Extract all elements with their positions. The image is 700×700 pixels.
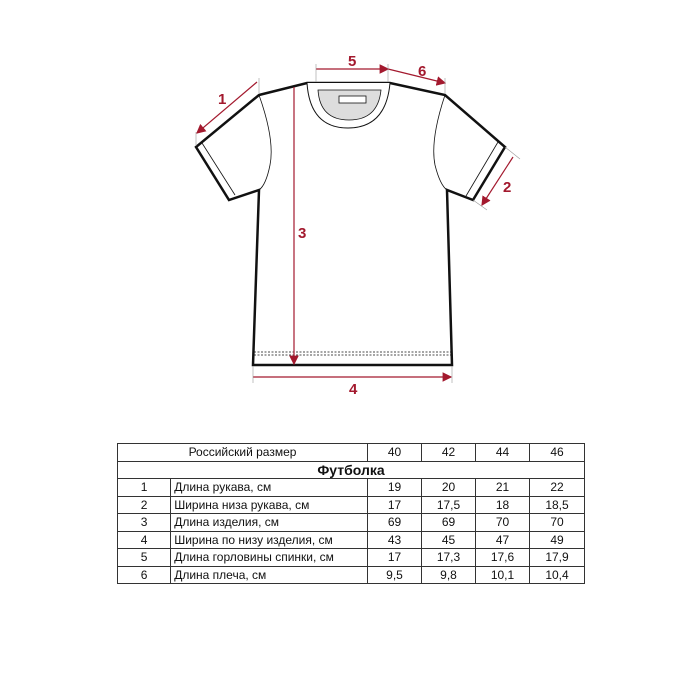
row-value: 20: [421, 478, 476, 497]
row-value: 17,3: [421, 548, 476, 567]
measure-line-1: [196, 81, 258, 134]
row-value: 43: [367, 530, 422, 549]
row-number: 4: [116, 530, 172, 549]
row-value: 45: [421, 530, 476, 549]
row-value: 18: [475, 495, 530, 514]
measure-line-2: [481, 156, 514, 207]
row-value: 17,9: [529, 548, 585, 567]
row-value: 9,8: [421, 565, 476, 584]
measure-lines: [195, 64, 521, 383]
row-name: Ширина низа рукава, см: [170, 495, 368, 514]
tshirt-outline: [194, 81, 507, 367]
row-value: 17,5: [421, 495, 476, 514]
row-name: Длина плеча, см: [170, 565, 368, 584]
measure-label-4: 4: [349, 381, 358, 398]
neck-label: [338, 95, 367, 104]
table-row: 6 Длина плеча, см 9,5 9,8 10,1 10,4: [116, 565, 585, 584]
measure-label-6: 6: [418, 63, 426, 80]
row-value: 19: [367, 478, 422, 497]
row-value: 49: [529, 530, 585, 549]
row-value: 47: [475, 530, 530, 549]
table-row: 5 Длина горловины спинки, см 17 17,3 17,6 17,…: [116, 548, 585, 567]
row-value: 10,4: [529, 565, 585, 584]
row-value: 70: [475, 513, 530, 532]
row-name: Длина горловины спинки, см: [170, 548, 368, 567]
size-table: Российский размер 40 42 44 46 Футболка 1…: [116, 443, 585, 584]
table-row: 3 Длина изделия, см 69 69 70 70: [116, 513, 585, 532]
row-number: 5: [116, 548, 172, 567]
size-46: 46: [529, 443, 585, 462]
row-number: 3: [116, 513, 172, 532]
measure-label-2: 2: [503, 179, 511, 196]
row-value: 9,5: [367, 565, 422, 584]
row-number: 2: [116, 495, 172, 514]
row-value: 17: [367, 495, 422, 514]
measure-line-6: [387, 68, 447, 86]
row-value: 18,5: [529, 495, 585, 514]
row-value: 22: [529, 478, 585, 497]
table-row: 1 Длина рукава, см 19 20 21 22: [116, 478, 585, 497]
row-name: Длина изделия, см: [170, 513, 368, 532]
row-value: 70: [529, 513, 585, 532]
measure-label-3: 3: [298, 225, 306, 242]
row-value: 69: [367, 513, 422, 532]
row-value: 69: [421, 513, 476, 532]
row-number: 6: [116, 565, 172, 584]
row-value: 17: [367, 548, 422, 567]
row-value: 21: [475, 478, 530, 497]
table-row: 2 Ширина низа рукава, см 17 17,5 18 18,5: [116, 495, 585, 514]
row-number: 1: [116, 478, 172, 497]
table-row: 4 Ширина по низу изделия, см 43 45 47 49: [116, 530, 585, 549]
size-44: 44: [475, 443, 530, 462]
measure-label-1: 1: [218, 91, 226, 108]
measure-label-5: 5: [348, 53, 356, 70]
tshirt-diagram: 1 2 3 4 5 6: [194, 53, 521, 398]
size-header: Российский размер: [117, 443, 368, 462]
row-name: Длина рукава, см: [170, 478, 368, 497]
size-42: 42: [421, 443, 476, 462]
row-name: Ширина по низу изделия, см: [170, 530, 368, 549]
table-header-row: Российский размер 40 42 44 46: [117, 443, 585, 462]
row-value: 10,1: [475, 565, 530, 584]
row-value: 17,6: [475, 548, 530, 567]
table-title: Футболка: [117, 460, 585, 479]
size-40: 40: [367, 443, 422, 462]
